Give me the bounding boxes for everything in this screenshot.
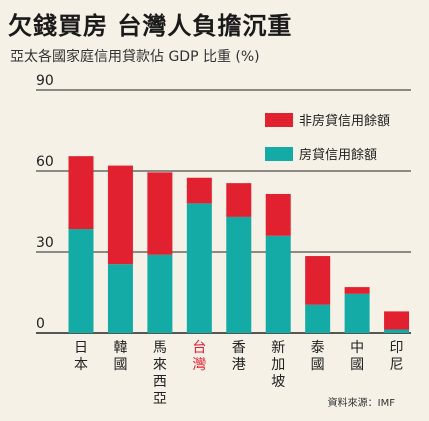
bar-non-mortgage-7 (344, 287, 370, 294)
bar-non-mortgage-2 (147, 172, 173, 255)
chart-title: 欠錢買房 台灣人負擔沉重 (8, 11, 293, 40)
bar-non-mortgage-1 (107, 165, 133, 265)
legend-label-1: 非房貸信用餘額 (299, 113, 390, 129)
legend-swatch-0 (265, 147, 293, 161)
x-tick-label: 印尼 (390, 340, 404, 373)
x-tick-label: 香港 (232, 340, 246, 373)
x-tick-label: 韓國 (113, 340, 127, 373)
y-tick-label: 60 (36, 154, 54, 170)
x-tick-label: 馬來西亞 (153, 340, 167, 407)
bar-non-mortgage-4 (226, 183, 252, 217)
bar-non-mortgage-0 (68, 156, 94, 230)
bar-mortgage-3 (186, 203, 212, 333)
x-tick-label: 泰國 (311, 340, 325, 373)
x-tick-label: 台灣 (192, 340, 206, 373)
y-tick-label: 0 (36, 316, 45, 332)
bar-non-mortgage-6 (305, 256, 331, 305)
y-tick-label: 30 (36, 235, 54, 251)
x-tick-label: 中國 (350, 340, 364, 373)
y-tick-label: 90 (36, 73, 54, 89)
bars (68, 156, 410, 333)
chart-subtitle: 亞太各國家庭信用貸款佔 GDP 比重 (%) (10, 49, 260, 65)
bar-non-mortgage-5 (265, 193, 291, 236)
bar-mortgage-0 (68, 229, 94, 333)
x-tick-label: 新加坡 (271, 340, 285, 390)
bar-mortgage-8 (384, 329, 410, 333)
source-note: 資料來源：IMF (327, 398, 395, 409)
bar-non-mortgage-3 (186, 177, 212, 204)
bar-non-mortgage-8 (384, 311, 410, 330)
x-tick-label: 日本 (74, 340, 88, 373)
legend-swatch-1 (265, 113, 293, 127)
bar-mortgage-1 (107, 264, 133, 333)
bar-mortgage-2 (147, 254, 173, 333)
legend-label-0: 房貸信用餘額 (299, 147, 377, 163)
bar-mortgage-6 (305, 304, 331, 333)
bar-mortgage-5 (265, 235, 291, 333)
bar-mortgage-4 (226, 216, 252, 333)
bar-mortgage-7 (344, 293, 370, 333)
